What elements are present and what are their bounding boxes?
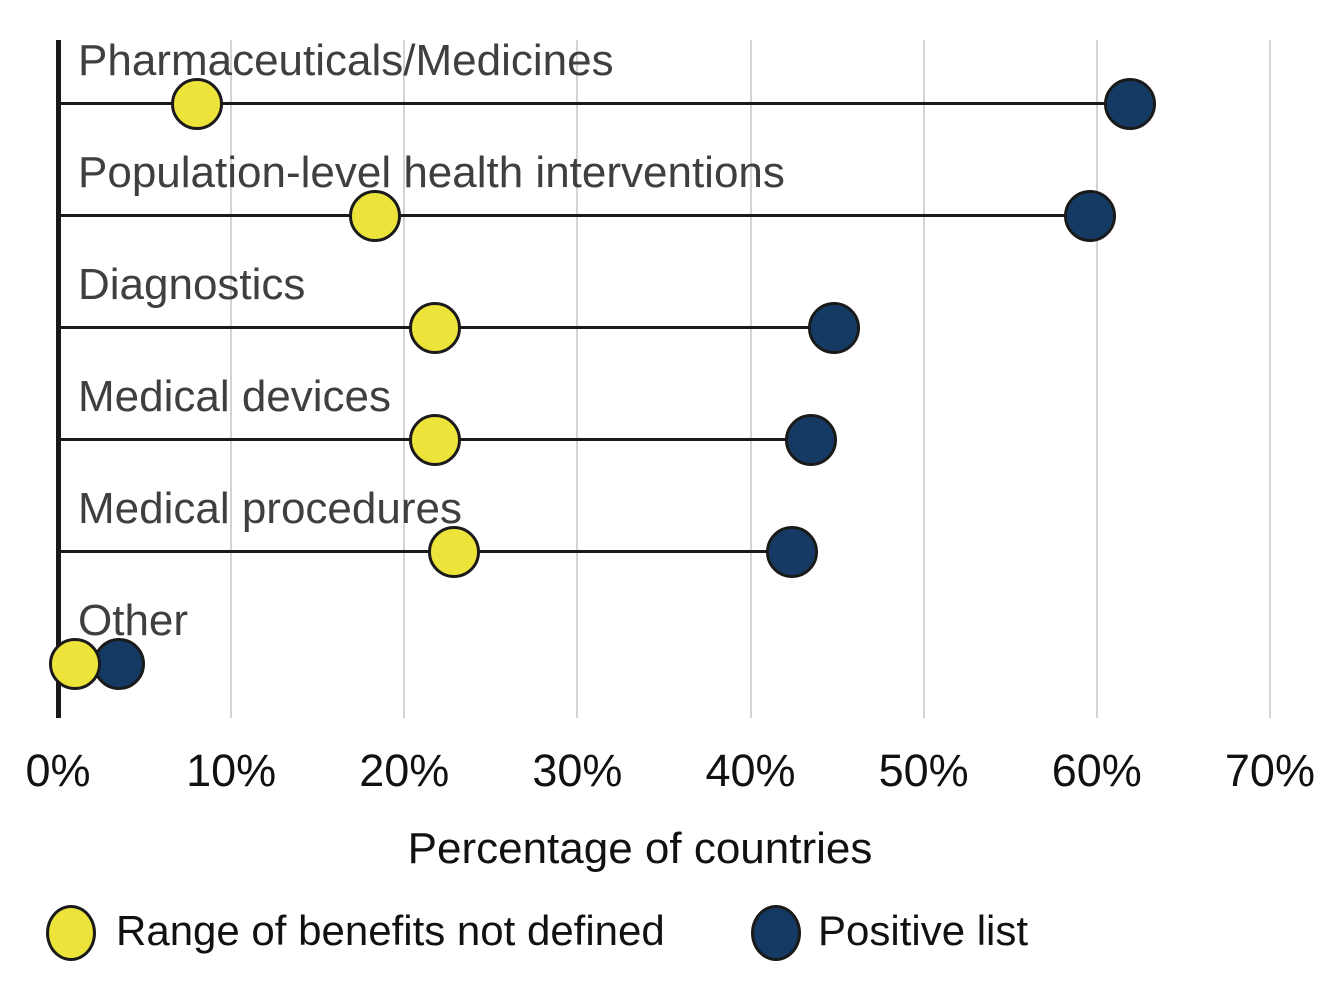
- dot-positive-list: [1063, 189, 1116, 242]
- dot-range-not-defined: [409, 301, 462, 354]
- gridline-70pct: [1268, 40, 1271, 718]
- dot-range-not-defined: [348, 189, 401, 242]
- dot-positive-list: [785, 413, 838, 466]
- category-label: Population-level health interventions: [78, 147, 785, 197]
- gridline-50pct: [922, 40, 925, 718]
- category-label: Pharmaceuticals/Medicines: [78, 35, 614, 85]
- x-tick-label: 60%: [1051, 745, 1142, 796]
- gridline-30pct: [576, 40, 579, 718]
- x-tick-label: 0%: [25, 745, 91, 796]
- category-label: Medical devices: [78, 371, 392, 421]
- x-tick-label: 40%: [705, 745, 796, 796]
- gridline-40pct: [749, 40, 752, 718]
- legend-swatch-positive-list-icon: [751, 905, 801, 961]
- legend-swatch-range-not-defined-icon: [46, 905, 96, 961]
- row-stem: [58, 102, 1130, 105]
- row-stem: [58, 214, 1090, 218]
- legend-label-positive-list: Positive list: [818, 907, 1029, 954]
- x-axis-title: Percentage of countries: [407, 824, 873, 873]
- category-label: Diagnostics: [78, 259, 306, 309]
- legend-label-range-not-defined: Range of benefits not defined: [116, 907, 665, 954]
- dot-positive-list: [1103, 77, 1156, 130]
- dot-positive-list: [766, 525, 819, 578]
- x-tick-label: 10%: [186, 745, 277, 796]
- category-label: Medical procedures: [78, 483, 462, 533]
- row-stem: [58, 550, 793, 554]
- x-tick-label: 30%: [532, 745, 623, 796]
- dot-positive-list: [92, 638, 145, 690]
- y-axis-line: [56, 40, 61, 718]
- gridline-60pct: [1095, 40, 1098, 718]
- dot-range-not-defined: [49, 638, 102, 690]
- dot-range-not-defined: [428, 525, 481, 578]
- dot-positive-list: [807, 301, 860, 354]
- dot-range-not-defined: [170, 77, 223, 130]
- x-tick-label: 50%: [878, 745, 969, 796]
- legend: Range of benefits not defined Positive l…: [0, 905, 1334, 965]
- gridline-20pct: [403, 40, 406, 718]
- x-tick-label: 70%: [1224, 745, 1315, 796]
- category-label: Other: [78, 596, 189, 645]
- dot-range-not-defined: [409, 413, 462, 466]
- x-tick-label: 20%: [359, 745, 450, 796]
- gridline-10pct: [230, 40, 233, 718]
